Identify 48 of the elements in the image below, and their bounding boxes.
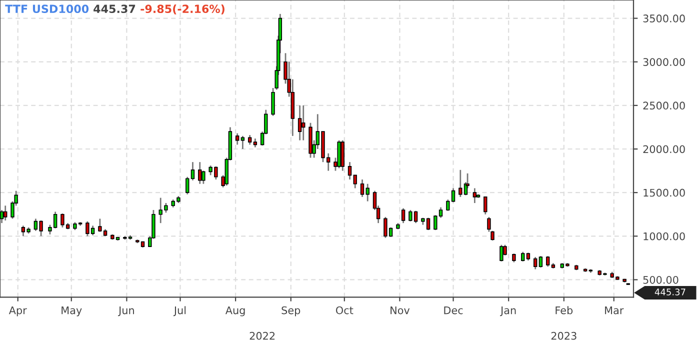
candlestick [500, 244, 504, 262]
y-tick-label: 500.00 [643, 276, 678, 284]
candlestick [298, 104, 302, 141]
x-tick-label: Sep [282, 306, 300, 316]
y-tick-label: 2500.00 [643, 102, 685, 110]
candlestick [198, 161, 202, 185]
candlestick [4, 204, 8, 222]
x-tick-label: Jul [173, 306, 186, 316]
candlestick [0, 209, 4, 224]
x-tick-label: Feb [556, 306, 573, 314]
x-tick-label: Jan [500, 306, 516, 316]
x2-tick-label: 2022 [250, 332, 275, 340]
annotation: 445.37 [654, 288, 686, 296]
candlestick [235, 132, 240, 146]
candlestick [546, 255, 550, 268]
candlestick [190, 161, 195, 182]
candlestick [366, 183, 370, 202]
y-tick-label: 1000.00 [644, 232, 685, 240]
candlestick [538, 255, 543, 268]
x-tick-label: Mar [605, 306, 624, 314]
candlestick [534, 256, 538, 270]
candlestick [472, 188, 477, 204]
candlestick [521, 251, 525, 262]
y-tick-label: 2000.00 [643, 145, 685, 154]
annotation: -9.85(-2.16%) [140, 4, 224, 14]
x-tick-label: Oct [336, 306, 354, 314]
x-tick-label: May [62, 306, 82, 316]
chart-title: TTF USD1000 [5, 4, 89, 14]
y-tick-label: 3500.00 [643, 14, 685, 22]
candlestick [248, 134, 252, 146]
chart-subtitle: 445.37 [94, 4, 136, 14]
x-tick-label: Apr [8, 306, 27, 316]
x-tick-label: Aug [225, 306, 245, 316]
candlestick [302, 104, 306, 141]
x-tick-label: Dec [444, 306, 463, 314]
candlestick [484, 196, 488, 216]
candlestick [458, 169, 462, 198]
candlestick [353, 174, 357, 189]
candlestick [202, 170, 206, 185]
x-tick-label: Nov [390, 306, 410, 314]
candlestick [360, 178, 364, 198]
x-tick-label: Jun [118, 306, 134, 316]
candlestick [348, 161, 352, 180]
x2-tick-label: 2023 [551, 332, 576, 340]
y-tick-label: 1500.00 [644, 188, 685, 197]
y-tick-label: 3000.00 [643, 58, 685, 66]
candlestick [401, 208, 406, 224]
candlestick [186, 176, 190, 196]
